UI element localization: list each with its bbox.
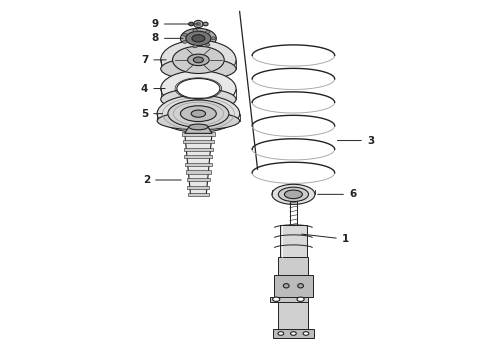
Ellipse shape [183,40,187,43]
Polygon shape [185,134,212,194]
Ellipse shape [157,95,240,132]
Bar [280,225,307,257]
Bar [278,257,309,275]
Polygon shape [185,127,212,134]
Ellipse shape [196,22,200,26]
Ellipse shape [193,29,197,32]
Ellipse shape [303,332,309,335]
Text: 5: 5 [141,109,163,119]
Ellipse shape [272,297,280,301]
Ellipse shape [278,187,309,202]
Ellipse shape [194,21,203,28]
Ellipse shape [211,37,216,40]
Bar [186,170,211,174]
Ellipse shape [172,46,224,73]
Text: 1: 1 [301,234,349,244]
Ellipse shape [191,110,205,117]
Ellipse shape [297,297,304,301]
Ellipse shape [161,40,236,80]
Polygon shape [274,275,313,297]
Bar [184,155,212,158]
Ellipse shape [168,100,229,127]
Ellipse shape [285,190,302,199]
Ellipse shape [161,71,236,107]
Polygon shape [272,329,314,338]
Text: 6: 6 [318,189,356,199]
Ellipse shape [161,58,236,80]
Bar [183,140,214,143]
Ellipse shape [278,332,284,335]
Text: 9: 9 [152,19,197,29]
Ellipse shape [203,22,208,26]
Ellipse shape [157,112,240,130]
Text: 4: 4 [141,84,165,94]
Ellipse shape [180,106,216,122]
Ellipse shape [272,184,315,204]
Ellipse shape [193,45,197,48]
Ellipse shape [189,124,208,130]
Ellipse shape [192,35,205,42]
Bar [188,193,209,197]
Text: 7: 7 [141,55,166,65]
Polygon shape [270,297,308,302]
Bar [182,132,215,135]
Text: 2: 2 [143,175,181,185]
Ellipse shape [194,57,203,63]
Ellipse shape [186,31,211,45]
Bar [187,178,210,181]
Ellipse shape [189,22,194,26]
Ellipse shape [177,78,220,99]
Bar [185,163,212,166]
Bar [187,186,210,189]
Ellipse shape [283,284,289,288]
Text: 3: 3 [338,136,374,145]
Text: 8: 8 [152,33,183,43]
Bar [184,148,213,151]
Ellipse shape [183,33,187,36]
Ellipse shape [180,28,216,48]
Ellipse shape [161,89,236,110]
Bar [278,302,309,329]
Ellipse shape [291,332,296,335]
Ellipse shape [206,43,210,46]
Ellipse shape [298,284,303,288]
Ellipse shape [206,31,210,33]
Ellipse shape [188,54,209,66]
